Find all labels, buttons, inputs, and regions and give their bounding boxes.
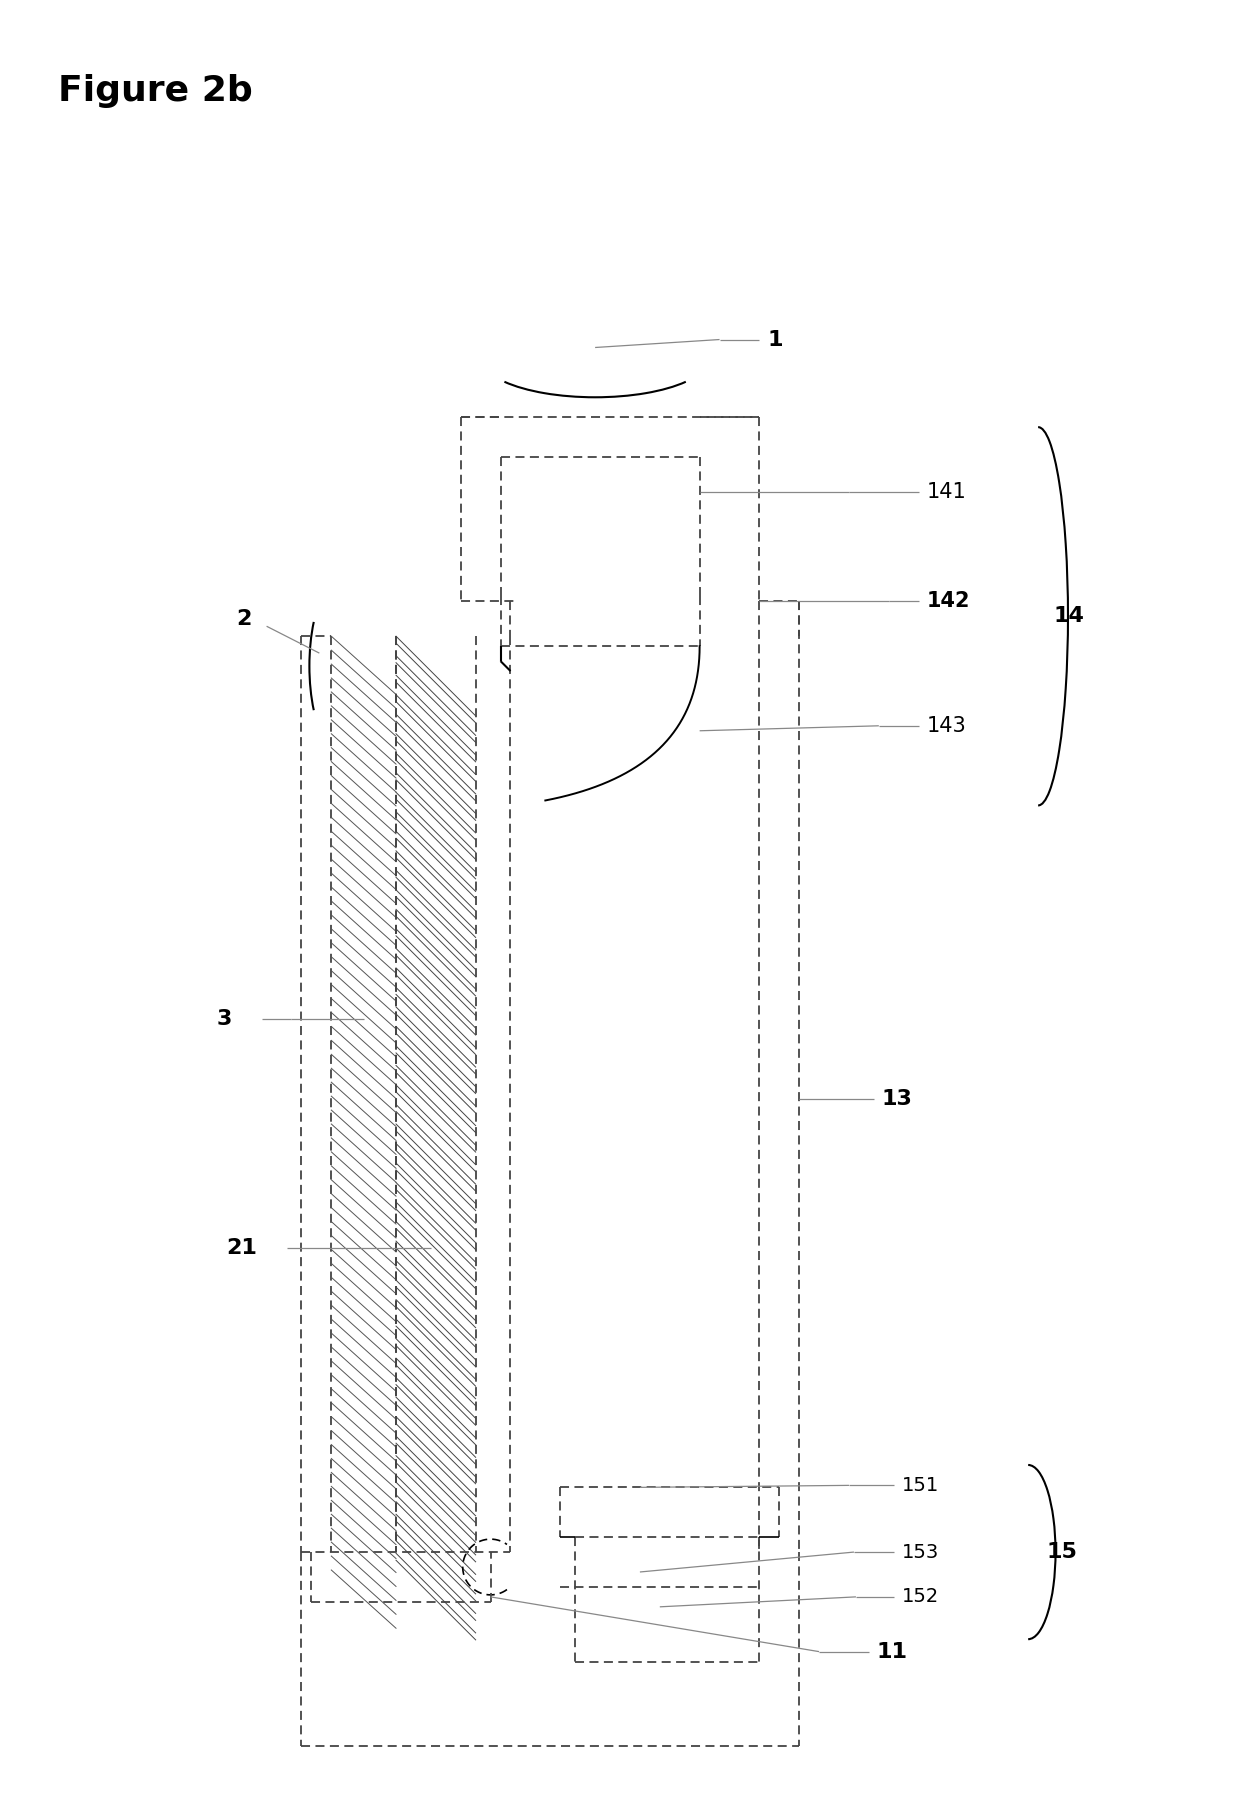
Text: 151: 151 bbox=[901, 1476, 939, 1495]
Text: 15: 15 bbox=[1047, 1541, 1078, 1561]
Text: 1: 1 bbox=[768, 330, 782, 350]
Text: 141: 141 bbox=[926, 482, 966, 502]
Text: 3: 3 bbox=[216, 1009, 232, 1029]
Text: 152: 152 bbox=[901, 1587, 939, 1606]
Text: 153: 153 bbox=[901, 1543, 939, 1561]
Text: 142: 142 bbox=[926, 592, 970, 612]
Text: 13: 13 bbox=[882, 1088, 913, 1108]
Text: Figure 2b: Figure 2b bbox=[57, 74, 252, 108]
Text: 2: 2 bbox=[237, 610, 252, 630]
Text: 14: 14 bbox=[1053, 606, 1084, 626]
Text: 143: 143 bbox=[926, 717, 966, 736]
Text: 21: 21 bbox=[226, 1238, 257, 1258]
Text: 11: 11 bbox=[877, 1641, 908, 1662]
